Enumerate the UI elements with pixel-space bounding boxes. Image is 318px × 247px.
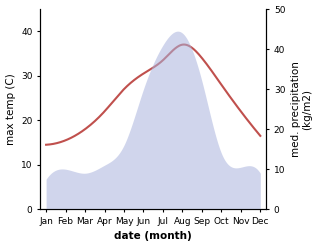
X-axis label: date (month): date (month)	[114, 231, 192, 242]
Y-axis label: med. precipitation
(kg/m2): med. precipitation (kg/m2)	[291, 61, 313, 157]
Y-axis label: max temp (C): max temp (C)	[5, 73, 16, 145]
